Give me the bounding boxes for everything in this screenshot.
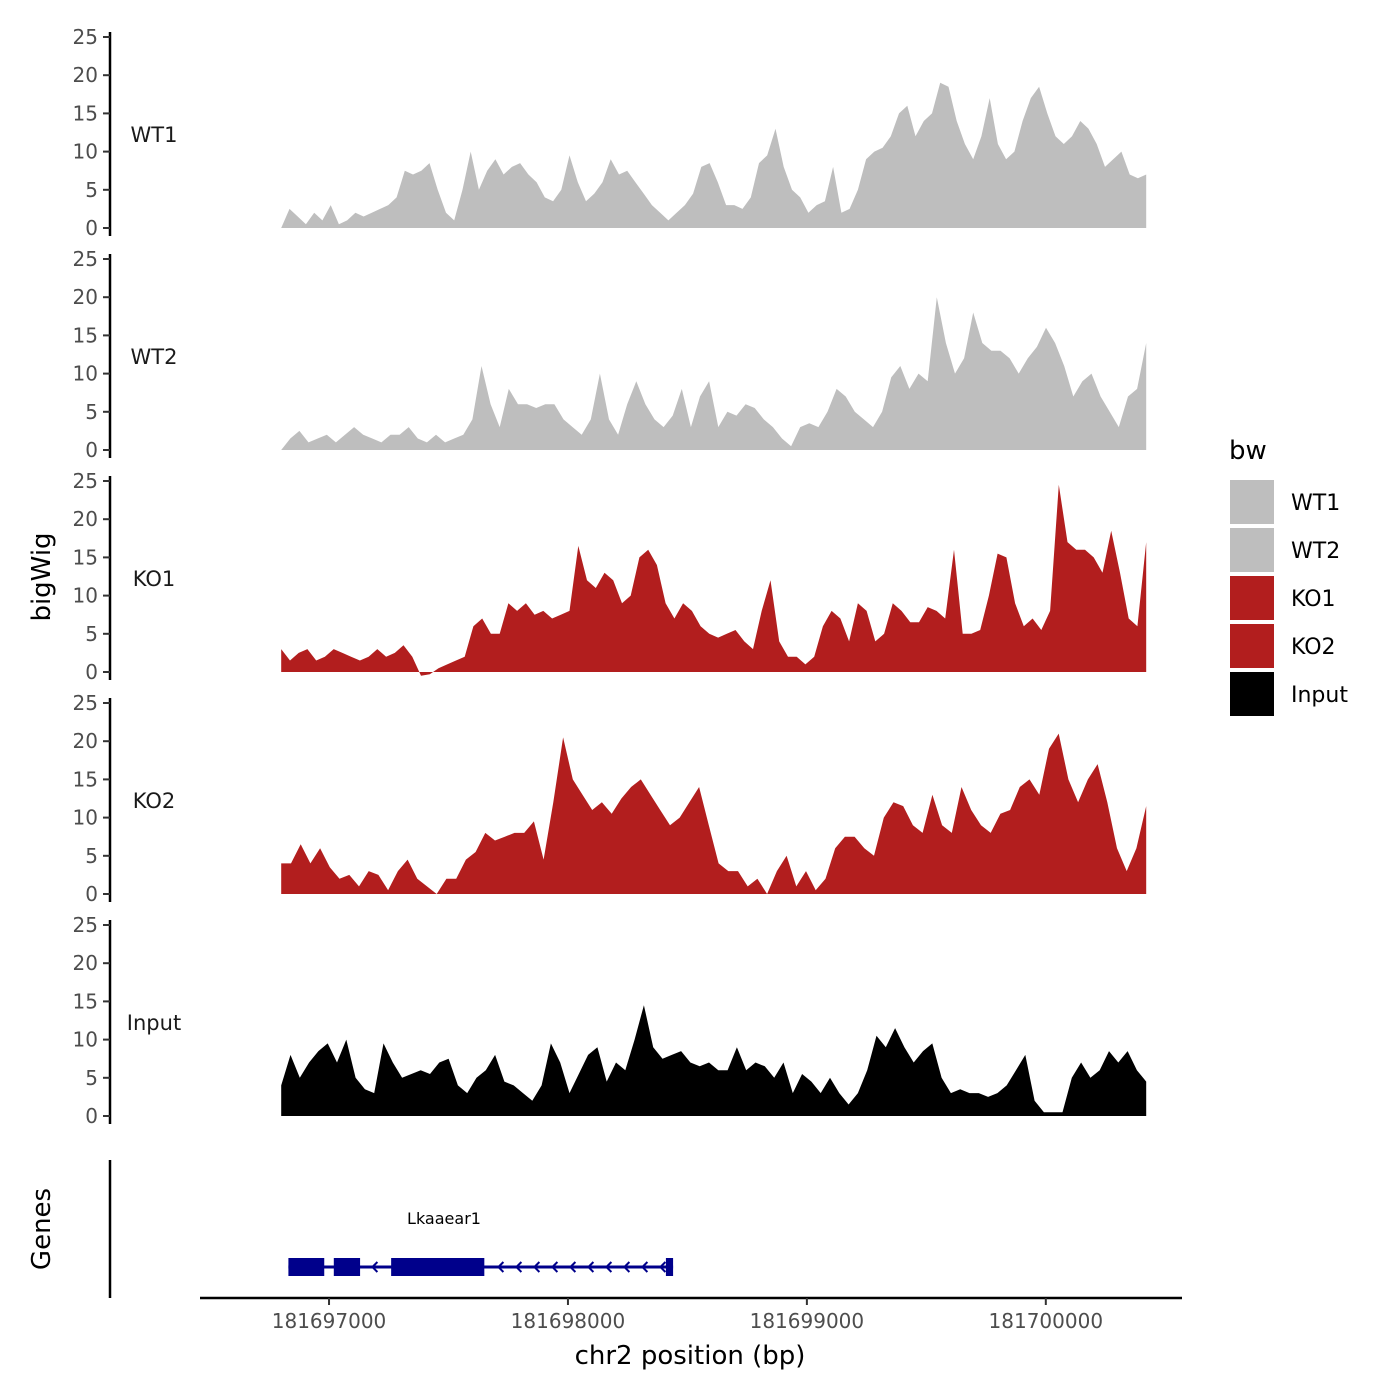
y-tick-label: 15 [73,323,98,347]
genes-track-title: Genes [27,1188,57,1270]
y-tick-label: 15 [73,101,98,125]
y-tick-label: 5 [85,400,98,424]
gene-strand-arrow [658,1261,667,1273]
legend-title: bw [1229,436,1267,466]
gene-strand-arrow [550,1261,559,1273]
track-label: WT1 [131,123,178,147]
y-tick-label: 5 [85,1066,98,1090]
gene-exon [333,1258,361,1276]
y-tick-label: 5 [85,844,98,868]
legend-label: WT1 [1291,491,1340,516]
area-ko2 [281,733,1147,894]
y-axis-title: bigWig [27,532,57,621]
y-tick-label: 20 [73,63,98,87]
area-ko1 [281,484,1147,676]
x-tick-label: 181697000 [272,1309,387,1333]
gene-name-label: Lkaaear1 [407,1209,481,1228]
legend-swatch [1230,528,1274,572]
y-tick-label: 10 [73,362,98,386]
legend-label: KO2 [1291,635,1336,660]
signal-tracks: 0510152025WT10510152025WT20510152025KO10… [73,25,1147,1128]
gene-exon [665,1258,674,1276]
y-tick-label: 10 [73,140,98,164]
legend-swatch [1230,480,1274,524]
x-axis: 181697000 181698000 181699000 181700000 [200,1296,1182,1333]
y-tick-label: 0 [85,882,98,906]
y-tick-label: 20 [73,507,98,531]
gene-strand-arrow [370,1261,379,1273]
gene-strand-arrow [586,1261,595,1273]
y-tick-label: 5 [85,178,98,202]
track-ko1: 0 5 10 15 20 25 KO1 [73,469,1147,684]
y-axis-title-group: bigWig [27,532,57,621]
y-tick-label: 10 [73,1028,98,1052]
y-tick-label: 25 [73,469,98,493]
y-tick-label: 10 [73,806,98,830]
y-tick-label: 10 [73,584,98,608]
legend-swatch [1230,576,1274,620]
y-tick-label: 25 [73,247,98,271]
track-ko2: 0 5 10 15 20 25 KO2 [73,691,1147,906]
y-tick-label: 0 [85,438,98,462]
x-axis-title: chr2 position (bp) [575,1341,806,1371]
y-tick-label: 20 [73,951,98,975]
gene-strand-arrow [532,1261,541,1273]
x-tick-label: 181699000 [750,1309,865,1333]
track-label: WT2 [131,345,178,369]
gene-exon [391,1258,485,1276]
y-tick-label: 0 [85,1104,98,1128]
gene-strand-arrow [640,1261,649,1273]
y-tick-label: 0 [85,660,98,684]
y-tick-label: 25 [73,691,98,715]
track-wt2: 0 5 10 15 20 25 WT2 [73,247,1147,462]
gene-strand-arrow [514,1261,523,1273]
track-input: 0 5 10 15 20 25 Input [73,913,1147,1128]
gene-strand-arrow [604,1261,613,1273]
y-tick-label: 15 [73,767,98,791]
gene-strand-arrow [622,1261,631,1273]
x-tick-label: 181700000 [989,1309,1104,1333]
y-tick-label: 0 [85,216,98,240]
gene-exon [288,1258,325,1276]
legend-label: Input [1291,683,1348,708]
track-label: KO2 [133,789,176,813]
y-tick-label: 5 [85,622,98,646]
legend-swatch [1230,624,1274,668]
y-tick-label: 15 [73,545,98,569]
area-wt2 [281,297,1147,450]
legend-label: WT2 [1291,539,1340,564]
legend: bw WT1 WT2 KO1 KO2 Input [1229,436,1348,716]
genes-track: Genes Lkaaear1 [27,1160,674,1298]
gene-strand-arrow [496,1261,505,1273]
gene-strand-arrow [568,1261,577,1273]
x-tick-label: 181698000 [511,1309,626,1333]
track-label: KO1 [133,567,176,591]
y-tick-label: 20 [73,729,98,753]
area-input [281,1005,1147,1116]
y-tick-label: 25 [73,913,98,937]
area-wt1 [281,82,1147,228]
y-tick-label: 25 [73,25,98,49]
y-tick-label: 15 [73,989,98,1013]
legend-swatch [1230,672,1274,716]
legend-label: KO1 [1291,587,1336,612]
track-label: Input [127,1011,181,1035]
track-wt1: 0 5 10 15 20 25 WT1 [73,25,1147,240]
y-tick-label: 20 [73,285,98,309]
